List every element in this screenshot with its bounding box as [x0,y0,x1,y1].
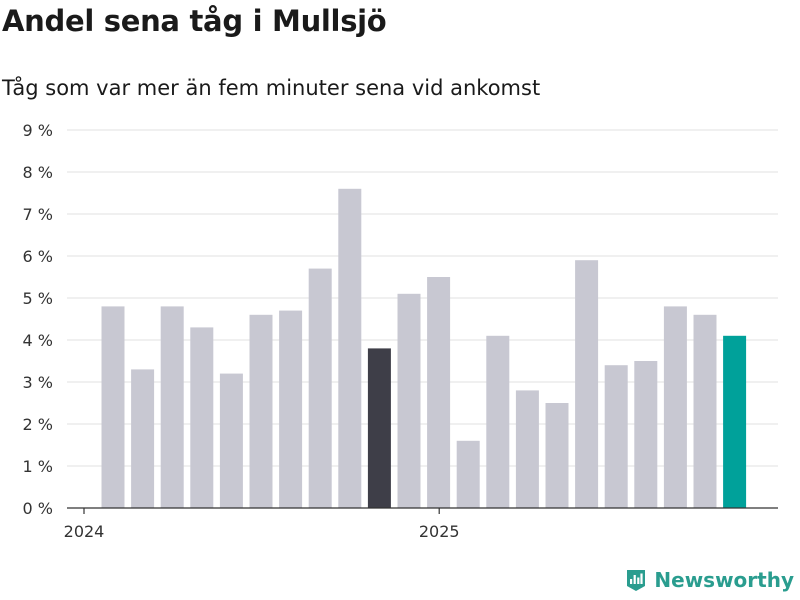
bar-2024-01 [101,306,125,508]
bar-2024-05 [219,373,243,508]
y-tick-label: 0 % [23,499,53,518]
y-tick-label: 7 % [23,205,53,224]
bar-2025-03 [515,390,539,508]
bar-2024-12 [427,277,451,508]
chart-subtitle: Tåg som var mer än fem minuter sena vid … [2,76,541,100]
bar-2024-04 [190,327,214,508]
x-axis: 2024 2025 [64,507,778,541]
bar-2025-06 [604,365,628,508]
brand-logo: Newsworthy [624,568,794,592]
brand-name: Newsworthy [654,568,794,592]
bar-2024-09 [338,188,362,509]
x-tick-label: 2024 [64,522,105,541]
y-tick-label: 1 % [23,457,53,476]
y-tick-label: 4 % [23,331,53,350]
bar-2024-10 [367,348,391,508]
y-tick-label: 5 % [23,289,53,308]
bar-2025-01 [456,440,480,508]
bar-2024-07 [279,310,303,508]
bar-2024-02 [131,369,155,508]
x-tick-label: 2025 [419,522,460,541]
y-tick-label: 9 % [23,121,53,140]
bar-2025-08 [663,306,687,508]
y-tick-label: 8 % [23,163,53,182]
bar-2024-08 [308,268,332,508]
newsworthy-logo-icon [627,570,646,591]
bar-2025-02 [486,335,510,508]
bar-2025-09 [693,314,717,508]
bar-2025-04 [545,403,569,508]
chart-title: Andel sena tåg i Mullsjö [2,4,387,38]
bar-2024-03 [160,306,184,508]
bar-2024-11 [397,293,421,508]
bar-2025-05 [575,260,599,508]
bar-2025-07 [634,361,658,508]
y-axis-ticks: 0 % 1 % 2 % 3 % 4 % 5 % 6 % 7 % 8 % 9 % [23,121,53,518]
y-tick-label: 6 % [23,247,53,266]
bar-2024-06 [249,314,273,508]
bar-2025-10 [723,335,747,508]
y-tick-label: 3 % [23,373,53,392]
chart-gridlines [67,129,778,467]
chart-bars [101,188,747,509]
y-tick-label: 2 % [23,415,53,434]
